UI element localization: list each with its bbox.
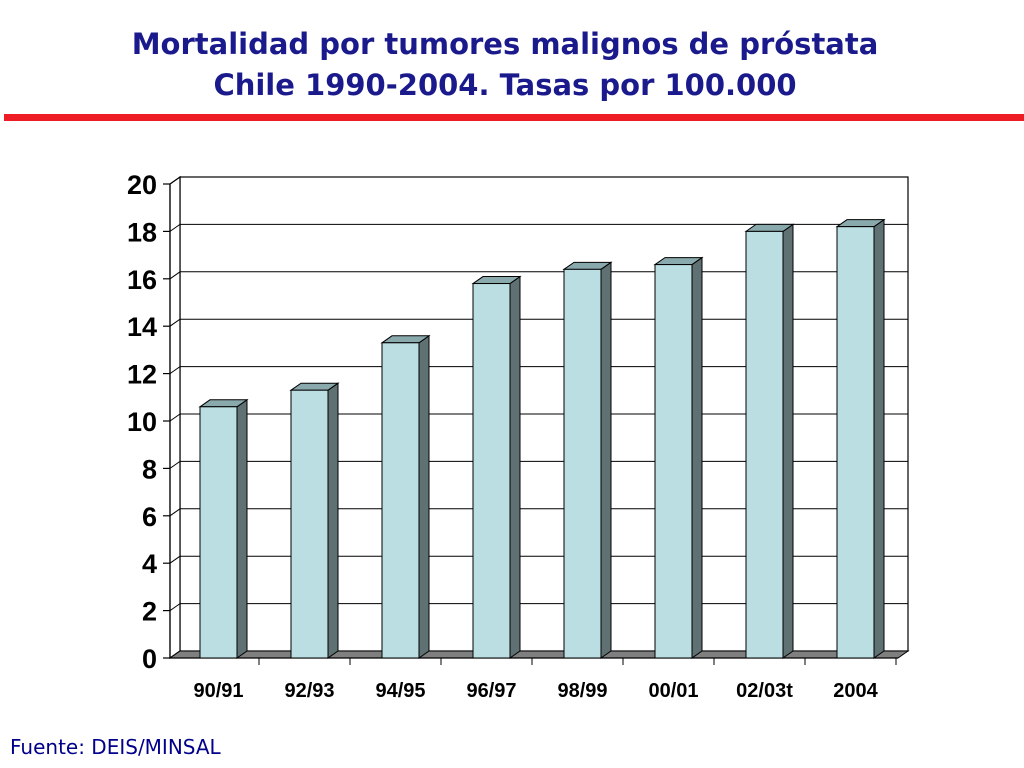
gridline-depth [169, 603, 181, 612]
x-tick-label: 96/97 [466, 680, 516, 702]
gridline-depth [169, 460, 181, 469]
bar [199, 406, 238, 659]
title-divider [4, 114, 1024, 121]
title-line-2: Chile 1990-2004. Tasas por 100.000 [213, 68, 797, 102]
y-tick-label: 0 [142, 644, 157, 674]
bar-side [236, 398, 248, 659]
bar-side [509, 275, 521, 659]
bar [472, 283, 511, 659]
y-tick-label: 8 [142, 454, 157, 484]
x-tick-label: 90/91 [193, 680, 243, 702]
bar [381, 342, 420, 659]
bar [836, 226, 875, 659]
y-tick-label: 10 [127, 407, 157, 437]
bar [290, 389, 329, 659]
gridline-depth [169, 318, 181, 327]
x-tick-label: 92/93 [284, 680, 334, 702]
gridline-depth [169, 223, 181, 232]
y-tick-label: 2 [142, 597, 157, 627]
y-tick-label: 20 [127, 170, 157, 200]
bar-side [327, 382, 339, 659]
slide-title: Mortalidad por tumores malignos de próst… [0, 24, 1010, 106]
gridline-depth [169, 555, 181, 564]
bar-side [691, 256, 703, 659]
x-tick-label: 00/01 [648, 680, 698, 702]
title-line-1: Mortalidad por tumores malignos de próst… [131, 27, 879, 61]
y-tick-label: 14 [127, 312, 157, 342]
bar-side [418, 334, 430, 659]
chart-floor [168, 650, 910, 659]
y-tick-label: 16 [127, 265, 157, 295]
gridline-depth [169, 271, 181, 280]
y-tick-label: 4 [142, 549, 157, 579]
x-tick-label: 98/99 [557, 680, 607, 702]
bar [745, 230, 784, 659]
bar [563, 268, 602, 659]
x-tick-label: 2004 [833, 680, 878, 702]
y-tick-label: 12 [127, 360, 157, 390]
gridline-depth [169, 413, 181, 422]
gridline-depth [169, 366, 181, 375]
bar-side [782, 223, 794, 659]
gridline-depth [169, 508, 181, 517]
gridline-depth [169, 176, 181, 185]
y-tick-label: 6 [142, 502, 157, 532]
bar [654, 264, 693, 659]
bar-side [873, 218, 885, 659]
x-tick-label: 02/03t [736, 680, 793, 702]
bar-side [600, 261, 612, 659]
y-tick-label: 18 [127, 217, 157, 247]
source-note: Fuente: DEIS/MINSAL [10, 735, 221, 759]
x-tick-label: 94/95 [375, 680, 425, 702]
